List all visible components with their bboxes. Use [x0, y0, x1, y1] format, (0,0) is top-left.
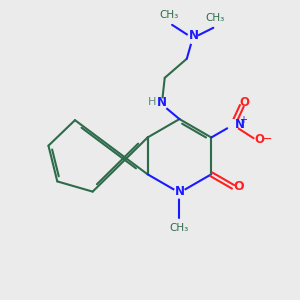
- Text: +: +: [239, 115, 247, 125]
- Text: N: N: [235, 118, 244, 131]
- Text: O: O: [254, 133, 264, 146]
- Text: O: O: [233, 180, 244, 193]
- Circle shape: [157, 99, 167, 110]
- Text: O: O: [240, 96, 250, 110]
- Circle shape: [228, 120, 238, 130]
- Circle shape: [188, 33, 198, 44]
- Text: N: N: [158, 96, 167, 110]
- Text: −: −: [262, 133, 272, 146]
- Text: N: N: [174, 185, 184, 198]
- Circle shape: [174, 188, 185, 198]
- Text: H: H: [148, 97, 157, 107]
- Text: CH₃: CH₃: [170, 223, 189, 233]
- Text: N: N: [189, 29, 199, 42]
- Text: CH₃: CH₃: [160, 10, 179, 20]
- Text: CH₃: CH₃: [205, 13, 224, 22]
